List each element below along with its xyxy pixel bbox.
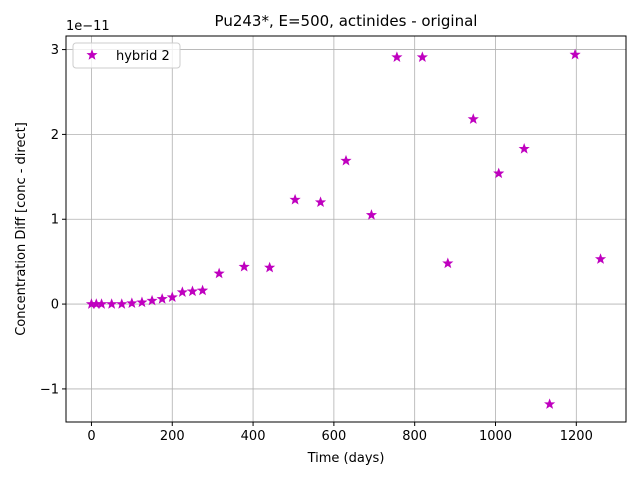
- data-point: [314, 196, 327, 208]
- data-point: [518, 142, 530, 154]
- legend-box: [72, 42, 181, 69]
- y-tick-label: 0: [51, 298, 59, 313]
- y-axis-label: Concentration Diff [conc - direct]: [14, 122, 29, 336]
- data-point: [146, 294, 158, 306]
- data-point: [264, 261, 276, 273]
- data-point: [442, 257, 454, 269]
- x-tick-label: 1200: [560, 429, 593, 444]
- y-tick-label: 3: [51, 43, 59, 58]
- x-tick-label: 1000: [479, 429, 512, 444]
- data-point: [594, 253, 607, 264]
- data-point: [156, 293, 168, 304]
- data-point: [106, 298, 118, 309]
- data-point: [196, 284, 209, 296]
- data-point: [365, 209, 378, 220]
- x-axis-ticks: 0 200 400 600 800 1000 1200: [87, 422, 593, 444]
- x-tick-label: 400: [241, 429, 266, 444]
- y-tick-label: 1: [51, 213, 59, 228]
- x-tick-label: 200: [160, 429, 185, 444]
- data-point: [95, 298, 108, 309]
- data-point: [116, 298, 128, 309]
- data-point: [467, 113, 479, 124]
- x-tick-label: 0: [87, 429, 95, 444]
- data-point: [340, 154, 352, 166]
- data-points: [85, 48, 607, 409]
- data-point: [186, 285, 199, 297]
- y-tick-label: −1: [40, 382, 59, 397]
- data-point: [126, 297, 138, 308]
- legend-marker-star: [86, 49, 98, 60]
- data-point: [166, 291, 178, 303]
- y-tick-label: 2: [51, 128, 59, 143]
- y-axis-ticks: −1 0 1 2 3: [40, 43, 66, 397]
- data-point: [213, 267, 225, 279]
- data-point: [136, 296, 148, 308]
- x-axis-label: Time (days): [307, 451, 385, 466]
- plot-frame: [65, 35, 627, 423]
- legend: hybrid 2: [72, 42, 181, 69]
- legend-entry-label: hybrid 2: [116, 49, 170, 64]
- data-point: [544, 398, 556, 409]
- data-point: [569, 48, 581, 60]
- data-point: [289, 193, 301, 205]
- chart-title: Pu243*, E=500, actinides - original: [215, 12, 478, 30]
- data-point: [238, 260, 250, 272]
- data-point: [493, 167, 505, 179]
- data-point: [391, 51, 403, 62]
- y-axis-offset-label: 1e−11: [66, 19, 110, 34]
- data-point: [176, 286, 188, 297]
- x-tick-label: 800: [402, 429, 427, 444]
- x-tick-label: 600: [321, 429, 346, 444]
- data-point: [416, 51, 428, 62]
